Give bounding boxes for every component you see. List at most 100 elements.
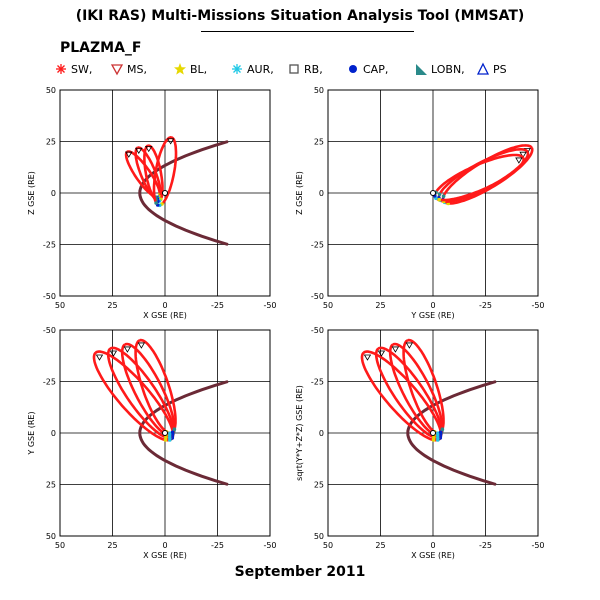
chart-panel-bottom-right: 50 25 0 -25 -50 -50 -25 0 25 50 X GSE (RE) sqrt(Y*Y…	[295, 326, 545, 560]
legend-symbol-icon	[56, 64, 66, 74]
boundary-curve	[138, 140, 229, 246]
orbit-trajectory	[437, 148, 530, 203]
x-tick-label: -25	[211, 541, 224, 550]
legend-symbol-icon	[416, 64, 427, 75]
region-marker	[164, 435, 168, 440]
ms-marker	[166, 138, 175, 145]
ms-marker	[519, 151, 527, 158]
x-tick-label: -50	[263, 541, 276, 550]
ms-marker	[125, 151, 133, 158]
legend-item: SW,	[54, 61, 92, 77]
legend-symbol-icon	[289, 64, 299, 74]
y-tick-label: -50	[43, 292, 56, 301]
plot-area	[124, 135, 229, 246]
region-marker	[438, 430, 443, 435]
x-tick-label: 25	[375, 541, 385, 550]
ms-marker	[391, 346, 400, 353]
x-tick-label: 50	[323, 541, 333, 550]
region-marker	[168, 431, 172, 436]
x-tick-label: 0	[430, 301, 435, 310]
region-marker	[431, 438, 436, 442]
y-tick-label: -50	[311, 326, 324, 335]
legend-symbol-icon	[232, 64, 242, 74]
y-axis-label: Z GSE (RE)	[27, 171, 36, 215]
x-tick-label: 25	[107, 541, 117, 550]
chart-panel-bottom-left: 50 25 0 -25 -50 -50 -25 0 25 50 X GSE (RE) Y GSE (R…	[27, 326, 277, 560]
x-axis-label: X GSE (RE)	[411, 551, 455, 560]
y-tick-label: -25	[43, 378, 56, 387]
y-tick-label: -25	[43, 241, 56, 250]
legend-label: RB,	[304, 62, 323, 76]
legend-item: LOBN,	[414, 61, 465, 77]
y-tick-label: 25	[314, 481, 324, 490]
y-tick-label: 25	[46, 481, 56, 490]
plot-area	[92, 338, 229, 486]
x-axis-label: Y GSE (RE)	[410, 311, 454, 320]
region-marker	[432, 435, 436, 440]
x-tick-label: -50	[263, 301, 276, 310]
x-axis-label: X GSE (RE)	[143, 551, 187, 560]
earth-marker	[162, 190, 168, 196]
legend-item: PS	[476, 61, 507, 77]
boundary-curve	[406, 380, 497, 486]
legend-symbol-icon	[110, 64, 124, 76]
date-label: September 2011	[234, 564, 366, 580]
title-underline	[201, 31, 414, 32]
region-marker	[163, 438, 168, 442]
x-tick-label: 50	[323, 301, 333, 310]
legend-label: PS	[493, 62, 507, 76]
legend-label: CAP,	[363, 62, 389, 76]
x-tick-label: 25	[107, 301, 117, 310]
y-tick-label: 0	[319, 429, 324, 438]
x-tick-label: 0	[162, 541, 167, 550]
region-marker	[440, 427, 445, 432]
y-axis-label: Z GSE (RE)	[295, 171, 304, 215]
plot-area	[360, 338, 497, 486]
x-tick-label: -25	[479, 541, 492, 550]
ms-marker	[109, 350, 118, 357]
y-tick-label: 50	[314, 86, 324, 95]
y-tick-label: -50	[311, 292, 324, 301]
chart-panel-top-right: 50 25 0 -25 -50 -50 -25 0 25 50 Y GSE (RE) Z GSE (R…	[295, 86, 545, 320]
legend-item: CAP,	[346, 61, 388, 77]
y-tick-label: -25	[311, 241, 324, 250]
legend-symbol-icon	[476, 62, 490, 75]
x-axis-label: X GSE (RE)	[143, 311, 187, 320]
y-tick-label: 0	[51, 429, 56, 438]
ms-marker	[405, 342, 414, 349]
y-tick-label: 25	[46, 138, 56, 147]
y-tick-label: 0	[319, 189, 324, 198]
ms-marker	[135, 147, 143, 155]
legend-item: MS,	[110, 61, 147, 77]
plot-area	[430, 144, 534, 206]
x-tick-label: -25	[211, 301, 224, 310]
legend-label: LOBN,	[431, 62, 465, 76]
y-axis-label: Y GSE (RE)	[27, 411, 36, 455]
ms-marker	[95, 354, 104, 361]
y-tick-label: 50	[314, 532, 324, 541]
region-marker	[437, 197, 442, 202]
y-tick-label: 25	[314, 138, 324, 147]
region-marker	[154, 201, 158, 205]
y-tick-label: 50	[46, 86, 56, 95]
legend-label: SW,	[71, 62, 93, 76]
y-axis-label: sqrt(Y*Y+Z*Z) GSE (RE)	[295, 385, 304, 481]
ms-marker	[515, 157, 523, 164]
legend-label: MS,	[127, 62, 147, 76]
legend-item: AUR,	[230, 61, 274, 77]
legend-item: BL,	[173, 61, 207, 77]
legend-symbol-icon	[349, 65, 357, 73]
legend-label: AUR,	[247, 62, 274, 76]
earth-marker	[430, 430, 436, 436]
x-tick-label: 50	[55, 541, 65, 550]
ms-marker	[137, 342, 146, 349]
legend-item: RB,	[287, 61, 323, 77]
legend-symbol-icon	[174, 63, 186, 75]
earth-marker	[430, 190, 436, 196]
ms-marker	[145, 146, 153, 153]
legend-label: BL,	[190, 62, 208, 76]
region-marker	[172, 427, 177, 432]
y-tick-label: -25	[311, 378, 324, 387]
mission-name: PLAZMA_F	[60, 40, 142, 56]
